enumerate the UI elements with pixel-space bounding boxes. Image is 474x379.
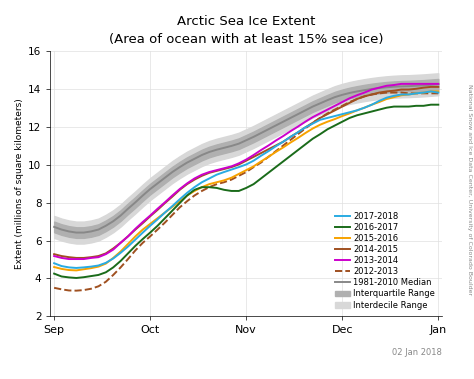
Legend: 2017-2018, 2016-2017, 2015-2016, 2014-2015, 2013-2014, 2012-2013, 1981-2010 Medi: 2017-2018, 2016-2017, 2015-2016, 2014-20… (333, 209, 438, 312)
Y-axis label: Extent (millions of square kilometers): Extent (millions of square kilometers) (15, 99, 24, 269)
Title: Arctic Sea Ice Extent
(Area of ocean with at least 15% sea ice): Arctic Sea Ice Extent (Area of ocean wit… (109, 15, 383, 46)
Text: National Snow and Ice Data Center, University of Colorado Boulder: National Snow and Ice Data Center, Unive… (466, 84, 472, 295)
Text: 02 Jan 2018: 02 Jan 2018 (392, 348, 442, 357)
